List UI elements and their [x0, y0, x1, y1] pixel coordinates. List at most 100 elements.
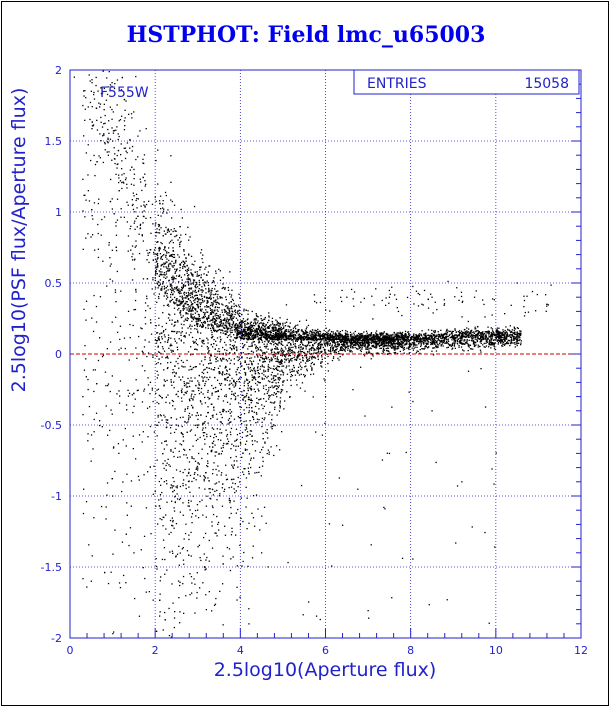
- data-point: [170, 291, 173, 294]
- data-point: [313, 342, 316, 345]
- data-point: [92, 369, 95, 371]
- data-point: [404, 340, 406, 342]
- data-point: [262, 387, 265, 389]
- data-point: [229, 316, 232, 318]
- data-point: [324, 357, 326, 359]
- data-point: [489, 339, 491, 341]
- data-point: [400, 344, 403, 346]
- data-point: [308, 350, 311, 352]
- data-point: [168, 269, 171, 271]
- data-point: [92, 330, 95, 333]
- data-point: [163, 249, 165, 251]
- data-point: [301, 338, 303, 340]
- data-point: [320, 344, 322, 346]
- data-point: [236, 434, 239, 436]
- data-point: [174, 272, 176, 274]
- data-point: [195, 284, 197, 286]
- data-point: [190, 269, 192, 271]
- data-point: [407, 336, 409, 338]
- data-point: [291, 370, 293, 373]
- data-point: [280, 374, 282, 376]
- data-point: [185, 319, 187, 321]
- data-point: [492, 342, 494, 344]
- data-point: [299, 334, 301, 337]
- data-point: [490, 327, 492, 329]
- data-point: [215, 303, 217, 305]
- data-point: [184, 266, 186, 268]
- data-point: [506, 342, 508, 345]
- data-point: [104, 143, 106, 145]
- data-point: [197, 290, 200, 293]
- data-point: [424, 341, 426, 343]
- data-point: [289, 369, 291, 371]
- data-point: [237, 325, 239, 327]
- data-point: [339, 331, 341, 333]
- data-point: [295, 358, 298, 360]
- data-point: [158, 225, 160, 228]
- data-point: [238, 372, 240, 374]
- data-point: [103, 123, 105, 125]
- data-point: [221, 329, 223, 331]
- data-point: [499, 339, 501, 341]
- data-point: [209, 296, 211, 298]
- data-point: [235, 327, 237, 329]
- data-point: [323, 340, 325, 342]
- data-point: [465, 336, 467, 338]
- data-point: [292, 329, 295, 332]
- data-point: [281, 352, 283, 355]
- data-point: [189, 430, 191, 432]
- data-point: [230, 294, 233, 296]
- data-point: [84, 119, 86, 121]
- data-point: [256, 384, 258, 386]
- data-point: [284, 346, 286, 348]
- data-point: [324, 351, 326, 354]
- data-point: [314, 334, 316, 336]
- data-point: [196, 572, 198, 574]
- data-point: [248, 357, 251, 360]
- data-point: [306, 331, 309, 334]
- data-point: [208, 398, 210, 400]
- data-point: [516, 339, 518, 341]
- data-point: [115, 316, 117, 318]
- data-point: [199, 363, 201, 365]
- data-point: [237, 378, 240, 381]
- data-point: [188, 334, 190, 336]
- data-point: [287, 329, 289, 331]
- data-point: [234, 326, 236, 329]
- data-point: [477, 346, 479, 348]
- data-point: [158, 232, 161, 234]
- data-point: [155, 565, 157, 568]
- data-point: [316, 334, 318, 337]
- data-point: [425, 332, 427, 334]
- data-point: [199, 302, 201, 304]
- data-point: [501, 336, 503, 339]
- data-point: [373, 341, 375, 343]
- data-point: [231, 349, 233, 351]
- data-point: [341, 329, 344, 332]
- data-point: [339, 356, 341, 358]
- data-point: [473, 336, 475, 338]
- data-point: [253, 376, 256, 378]
- data-point: [357, 337, 359, 339]
- data-point: [199, 400, 202, 402]
- data-point: [353, 332, 355, 334]
- data-point: [273, 365, 275, 367]
- data-point: [406, 343, 408, 345]
- data-point: [212, 317, 214, 319]
- data-point: [178, 331, 180, 333]
- data-point: [374, 342, 376, 344]
- data-point: [207, 465, 209, 468]
- data-point: [90, 434, 93, 436]
- data-point: [475, 344, 477, 346]
- data-point: [387, 333, 389, 336]
- data-point: [288, 360, 291, 362]
- data-point: [231, 329, 233, 331]
- data-point: [187, 294, 189, 297]
- data-point: [181, 331, 183, 333]
- data-point: [224, 330, 226, 332]
- data-point: [441, 337, 444, 339]
- data-point: [232, 299, 234, 302]
- data-point: [227, 419, 230, 421]
- data-point: [190, 516, 193, 518]
- data-point: [301, 336, 303, 338]
